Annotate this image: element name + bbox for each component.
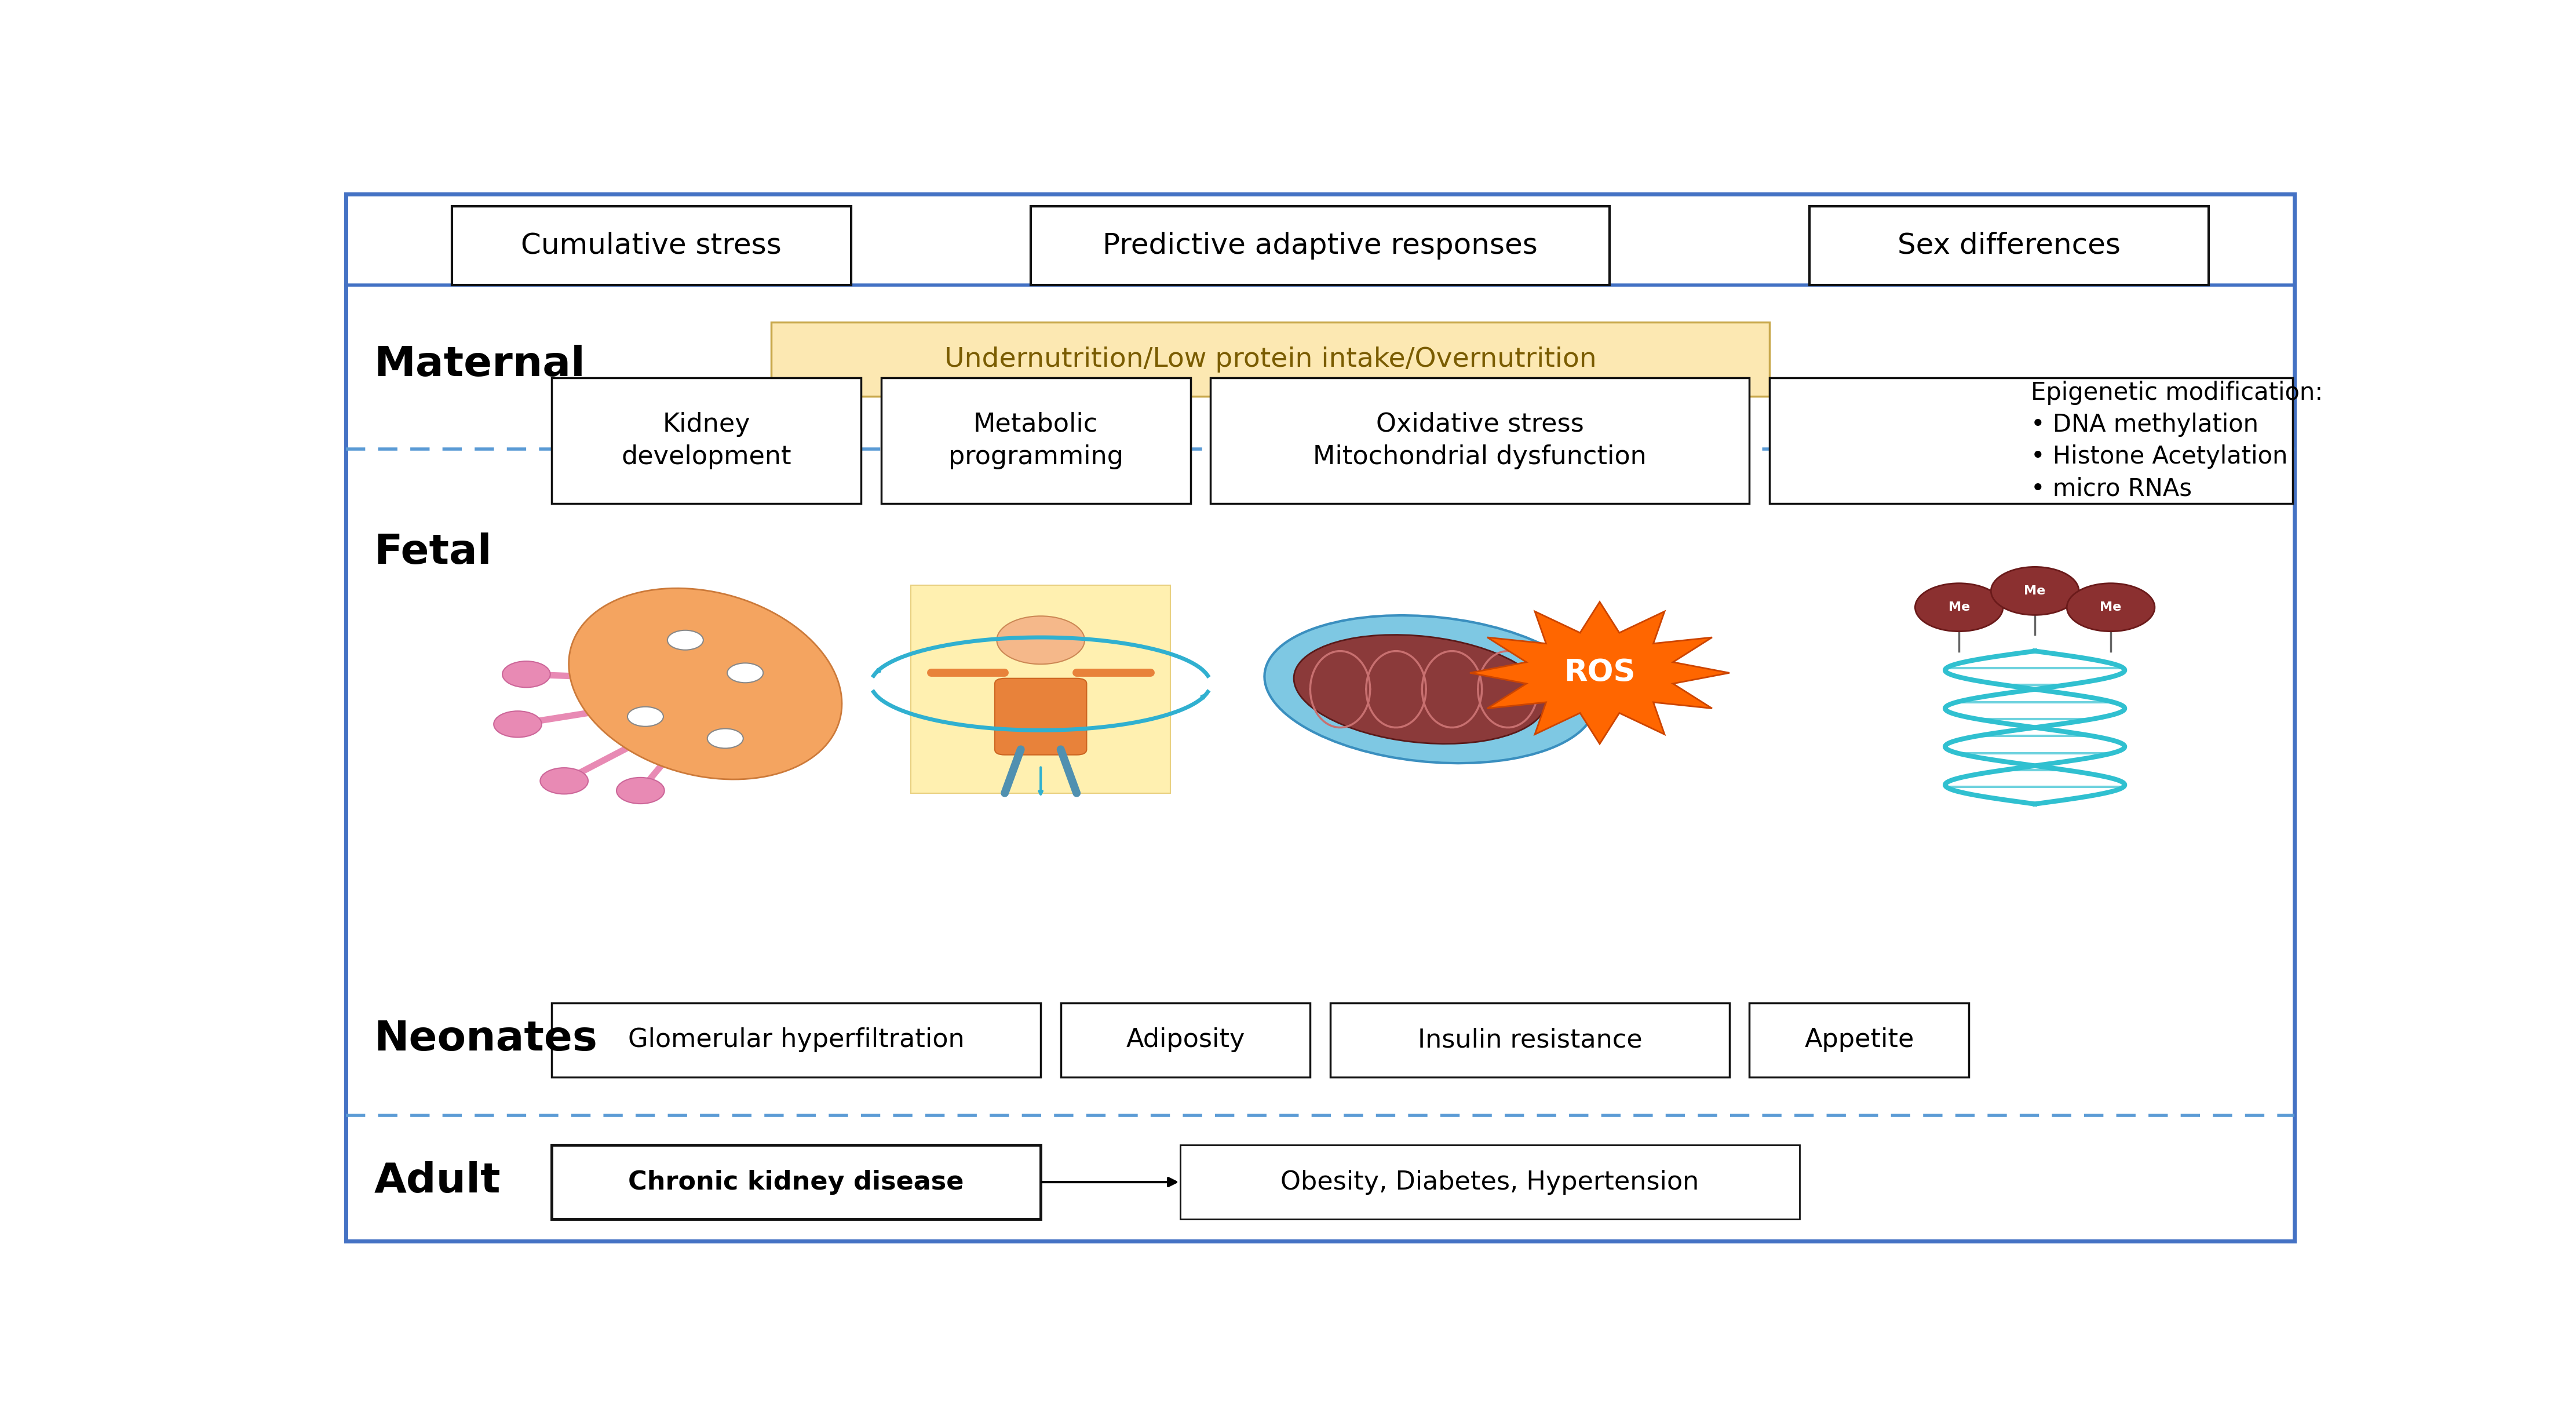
FancyBboxPatch shape [770,322,1770,396]
Polygon shape [1471,602,1728,744]
Text: Appetite: Appetite [1803,1027,1914,1053]
Text: Predictive adaptive responses: Predictive adaptive responses [1103,231,1538,260]
Text: Adiposity: Adiposity [1126,1027,1244,1053]
Circle shape [629,707,665,727]
Text: Epigenetic modification:
• DNA methylation
• Histone Acetylation
• micro RNAs: Epigenetic modification: • DNA methylati… [2030,380,2324,501]
Text: Metabolic
programming: Metabolic programming [948,412,1123,470]
FancyBboxPatch shape [1180,1145,1798,1219]
Ellipse shape [1265,616,1595,763]
FancyBboxPatch shape [1808,206,2208,285]
Text: Me: Me [2025,585,2045,597]
Circle shape [2066,583,2154,631]
Text: Oxidative stress
Mitochondrial dysfunction: Oxidative stress Mitochondrial dysfuncti… [1314,412,1646,470]
Circle shape [541,768,587,795]
Text: Fetal: Fetal [374,532,492,573]
Text: Undernutrition/Low protein intake/Overnutrition: Undernutrition/Low protein intake/Overnu… [945,346,1597,372]
Circle shape [1991,568,2079,614]
Text: Cumulative stress: Cumulative stress [520,231,781,260]
FancyBboxPatch shape [1061,1003,1311,1077]
Text: Kidney
development: Kidney development [621,412,791,470]
FancyBboxPatch shape [994,678,1087,755]
FancyBboxPatch shape [1030,206,1610,285]
FancyBboxPatch shape [551,1145,1041,1219]
FancyBboxPatch shape [1770,377,2293,504]
Text: Obesity, Diabetes, Hypertension: Obesity, Diabetes, Hypertension [1280,1169,1700,1195]
Circle shape [726,663,762,683]
Circle shape [1914,583,2004,631]
Ellipse shape [569,589,842,779]
Text: ROS: ROS [1564,658,1636,688]
Circle shape [997,616,1084,664]
Circle shape [708,728,744,748]
FancyBboxPatch shape [551,1003,1041,1077]
Text: Glomerular hyperfiltration: Glomerular hyperfiltration [629,1027,963,1053]
Circle shape [495,711,541,738]
FancyBboxPatch shape [551,377,860,504]
Text: Sex differences: Sex differences [1899,231,2120,260]
Text: Chronic kidney disease: Chronic kidney disease [629,1169,963,1195]
Text: Me: Me [2099,602,2123,613]
FancyBboxPatch shape [881,377,1190,504]
FancyBboxPatch shape [912,586,1170,793]
Ellipse shape [1293,634,1546,744]
FancyBboxPatch shape [1329,1003,1728,1077]
Circle shape [502,661,551,687]
Text: Me: Me [1947,602,1971,613]
Circle shape [616,778,665,803]
FancyBboxPatch shape [1211,377,1749,504]
Circle shape [667,630,703,650]
Text: Adult: Adult [374,1161,500,1200]
FancyBboxPatch shape [1749,1003,1968,1077]
Text: Insulin resistance: Insulin resistance [1417,1027,1641,1053]
Text: Neonates: Neonates [374,1019,598,1059]
Text: Maternal: Maternal [374,345,585,385]
FancyBboxPatch shape [451,206,850,285]
